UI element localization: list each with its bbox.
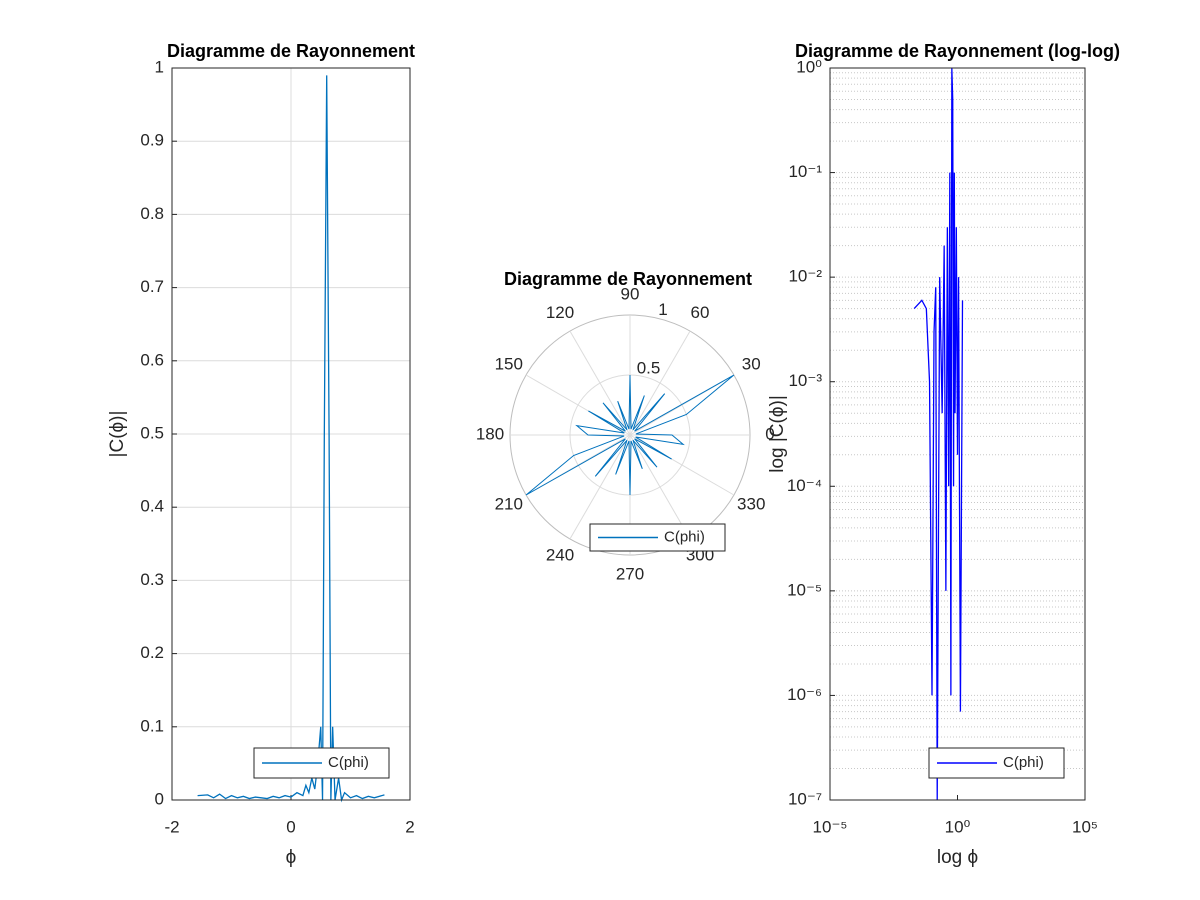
axes-box [829,67,1086,801]
polar-line [525,374,735,496]
theta-tick-label: 270 [616,564,644,583]
grid-spoke [629,434,691,540]
theta-tick-label: 210 [495,494,523,513]
x-tick-label: 0 [286,817,295,836]
grid-spoke [569,434,631,540]
y-tick-label: 0.4 [140,497,164,516]
x-tick-label: 2 [405,817,414,836]
grid-spoke [569,330,631,436]
theta-tick-label: 240 [546,546,574,565]
y-tick-label: 10⁻² [788,267,822,286]
chart-title: Diagramme de Rayonnement [167,41,415,61]
theta-tick-label: 150 [495,354,523,373]
y-tick-label: 0.6 [140,350,164,369]
x-tick-label: -2 [164,817,179,836]
y-axis-label: |C(ϕ)| [107,411,128,458]
grid-spoke [525,374,631,436]
x-axis-label: ϕ [286,847,297,868]
y-tick-label: 1 [155,57,164,76]
y-tick-label: 10⁻¹ [788,162,822,181]
x-tick-label: 10⁰ [945,817,971,836]
y-tick-label: 10⁻⁴ [787,476,822,495]
grid-spoke [629,330,691,436]
y-tick-label: 10⁻⁵ [787,580,822,599]
axes-box [171,67,411,801]
theta-tick-label: 0 [765,424,774,443]
y-axis-label: log |C(ϕ)| [767,395,788,473]
y-tick-label: 10⁻⁶ [787,685,822,704]
y-tick-label: 0.9 [140,131,164,150]
y-tick-label: 10⁻⁷ [788,789,822,808]
y-tick-label: 0.2 [140,643,164,662]
y-tick-label: 0.8 [140,204,164,223]
y-tick-label: 0.1 [140,716,164,735]
theta-tick-label: 60 [691,303,710,322]
theta-tick-label: 120 [546,303,574,322]
legend-label: C(phi) [328,754,369,771]
y-tick-label: 10⁻³ [788,371,822,390]
x-axis-label: log ϕ [937,847,978,868]
theta-tick-label: 90 [621,284,640,303]
data-line [913,68,964,801]
data-line [197,75,385,803]
y-tick-label: 0 [155,789,164,808]
theta-tick-label: 180 [476,424,504,443]
chart-title: Diagramme de Rayonnement (log-log) [795,41,1120,61]
r-tick-label: 1 [658,300,667,319]
legend-label: C(phi) [1003,754,1044,771]
x-tick-label: 10⁻⁵ [813,817,848,836]
legend-label: C(phi) [664,528,705,545]
y-tick-label: 10⁰ [796,57,822,76]
y-tick-label: 0.7 [140,277,164,296]
y-tick-label: 0.3 [140,570,164,589]
theta-tick-label: 330 [737,494,765,513]
grid-spoke [629,434,735,496]
y-tick-label: 0.5 [140,423,164,442]
theta-tick-label: 30 [742,354,761,373]
chart-title: Diagramme de Rayonnement [504,269,752,289]
r-tick-label: 0.5 [637,358,661,377]
x-tick-label: 10⁵ [1072,817,1098,836]
